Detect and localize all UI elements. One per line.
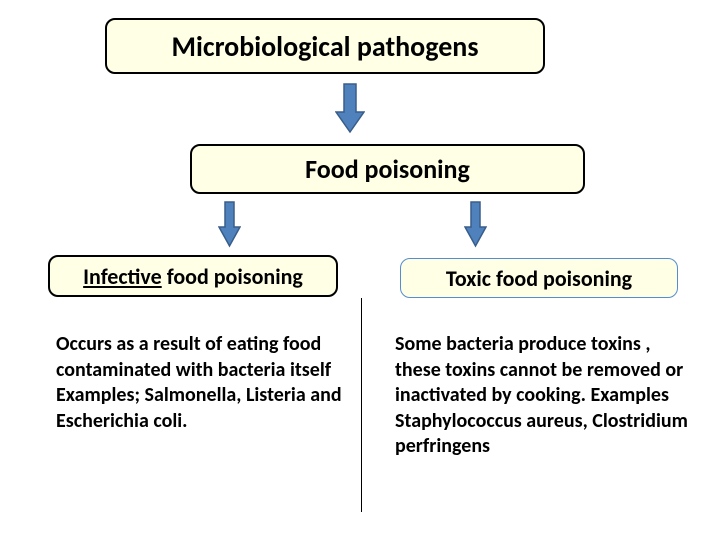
node-label: Microbiological pathogens	[172, 29, 479, 64]
node-infective-food-poisoning: Infective food poisoning	[48, 255, 338, 297]
node-label: Infective food poisoning	[83, 263, 303, 290]
node-label: Toxic food poisoning	[446, 265, 632, 292]
arrow-down-icon	[218, 200, 241, 248]
underlined-word: Infective	[83, 263, 162, 290]
description-text: Occurs as a result of eating food contam…	[56, 332, 342, 433]
description-infective: Occurs as a result of eating food contam…	[56, 332, 346, 434]
node-toxic-food-poisoning: Toxic food poisoning	[400, 258, 678, 298]
arrow-down-icon	[464, 200, 487, 248]
label-rest: food poisoning	[162, 263, 303, 290]
node-food-poisoning: Food poisoning	[190, 144, 585, 194]
description-text: Some bacteria produce toxins , these tox…	[395, 332, 688, 458]
arrow-down-icon	[335, 82, 365, 134]
description-toxic: Some bacteria produce toxins , these tox…	[395, 332, 695, 460]
node-label: Food poisoning	[305, 153, 470, 185]
node-microbiological-pathogens: Microbiological pathogens	[105, 18, 545, 74]
vertical-divider	[361, 298, 362, 512]
